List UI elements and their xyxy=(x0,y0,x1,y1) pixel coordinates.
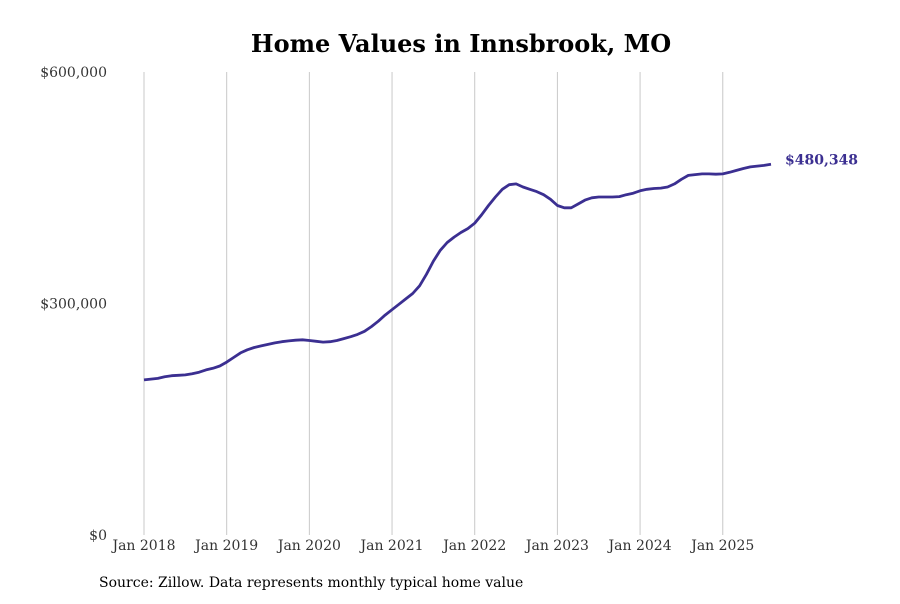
x-tick-label: Jan 2024 xyxy=(607,538,672,554)
x-tick-label: Jan 2025 xyxy=(689,538,754,554)
series-line xyxy=(143,162,772,382)
chart-title: Home Values in Innsbrook, MO xyxy=(251,29,671,58)
x-tick-label: Jan 2019 xyxy=(193,538,258,554)
y-tick-label: $600,000 xyxy=(40,65,107,81)
end-value-label: $480,348 xyxy=(785,152,858,168)
x-tick-label: Jan 2023 xyxy=(524,538,589,554)
source-note: Source: Zillow. Data represents monthly … xyxy=(99,575,523,591)
y-tick-label: $0 xyxy=(89,528,107,544)
x-tick-label: Jan 2022 xyxy=(441,538,506,554)
x-tick-label: Jan 2020 xyxy=(276,538,341,554)
x-tick-label: Jan 2018 xyxy=(110,538,175,554)
x-tick-label: Jan 2021 xyxy=(359,538,424,554)
y-tick-label: $300,000 xyxy=(40,297,107,313)
